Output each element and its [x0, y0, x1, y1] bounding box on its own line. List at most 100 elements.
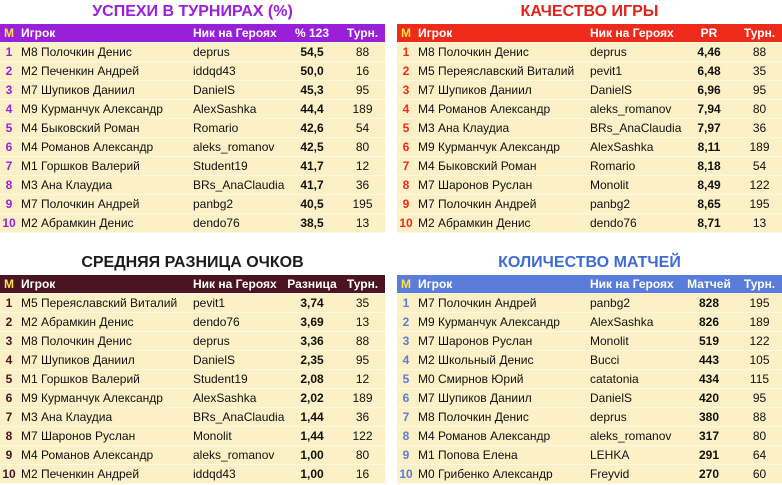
- tournaments-cell: 80: [355, 448, 370, 462]
- player-cell: М0 Смирнов Юрий: [418, 372, 524, 386]
- tournaments-cell: 95: [355, 83, 370, 97]
- value-cell: 3,74: [300, 296, 324, 310]
- header-cell: Ник на Героях: [193, 26, 277, 40]
- rank-cell: 6: [402, 140, 410, 154]
- rank-cell: 2: [402, 315, 410, 329]
- rank-cell: 1: [402, 296, 410, 310]
- value-cell: 2,35: [300, 353, 324, 367]
- nick-cell: aleks_romanov: [590, 429, 672, 443]
- rank-cell: 4: [402, 353, 410, 367]
- value-cell: 44,4: [300, 102, 324, 116]
- rank-cell: 9: [5, 197, 13, 211]
- table-row: 8 М3 Ана Клаудиа BRs_AnaClaudia 41,7 36: [0, 176, 385, 195]
- tournaments-cell: 122: [749, 178, 770, 192]
- tournaments-cell: 88: [355, 45, 370, 59]
- table-row: 8 М7 Шаронов Руслан Monolit 1,44 122: [0, 427, 385, 446]
- tournaments-cell: 115: [749, 372, 770, 386]
- value-cell: 42,5: [300, 140, 324, 154]
- table-row: 2 М9 Курманчук Александр AlexSashka 826 189: [397, 313, 782, 332]
- tournaments-cell: 13: [355, 216, 370, 230]
- value-cell: 8,11: [697, 140, 721, 154]
- nick-cell: dendo76: [590, 216, 637, 230]
- player-cell: М4 Романов Александр: [418, 102, 551, 116]
- rank-cell: 1: [5, 296, 13, 310]
- player-cell: М2 Печенкин Андрей: [21, 64, 140, 78]
- rank-cell: 7: [5, 159, 13, 173]
- table-row: 4 М4 Романов Александр aleks_romanov 7,94 80: [397, 100, 782, 119]
- tournaments-cell: 54: [752, 159, 767, 173]
- rank-cell: 3: [5, 83, 13, 97]
- nick-cell: aleks_romanov: [590, 102, 672, 116]
- table-row: 9 М7 Полочкин Андрей panbg2 8,65 195: [397, 195, 782, 214]
- value-cell: 270: [698, 467, 720, 481]
- nick-cell: iddqd43: [193, 467, 236, 481]
- tournaments-cell: 95: [752, 391, 767, 405]
- tournaments-cell: 12: [355, 372, 370, 386]
- nick-cell: AlexSashka: [193, 102, 257, 116]
- table-row: 6 М9 Курманчук Александр AlexSashka 8,11 189: [397, 138, 782, 157]
- player-cell: М7 Шупиков Даниил: [21, 83, 135, 97]
- table-row: 7 М3 Ана Клаудиа BRs_AnaClaudia 1,44 36: [0, 408, 385, 427]
- player-cell: М1 Попова Елена: [418, 448, 518, 462]
- tournaments-cell: 105: [749, 353, 770, 367]
- rank-cell: 8: [402, 178, 410, 192]
- nick-cell: DanielS: [590, 391, 633, 405]
- nick-cell: Student19: [193, 159, 248, 173]
- value-cell: 8,18: [697, 159, 721, 173]
- ranking-panel: УСПЕХИ В ТУРНИРАХ (%) М Игрок Ник на Героях…: [0, 0, 385, 233]
- tournaments-cell: 95: [355, 353, 370, 367]
- value-cell: 6,96: [697, 83, 721, 97]
- table-row: 6 М4 Романов Александр aleks_romanov 42,5 80: [0, 138, 385, 157]
- player-cell: М4 Романов Александр: [21, 448, 154, 462]
- player-cell: М4 Романов Александр: [21, 140, 154, 154]
- header-row: М Игрок Ник на Героях Разница Турн.: [0, 275, 385, 294]
- nick-cell: Bucci: [590, 353, 620, 367]
- tournaments-cell: 80: [355, 140, 370, 154]
- nick-cell: iddqd43: [193, 64, 236, 78]
- table-row: 5 М4 Быковский Роман Romario 42,6 54: [0, 119, 385, 138]
- player-cell: М8 Полочкин Денис: [418, 410, 529, 424]
- header-cell: Игрок: [21, 277, 56, 291]
- nick-cell: DanielS: [193, 353, 236, 367]
- rank-cell: 8: [402, 429, 410, 443]
- table-row: 4 М7 Шупиков Даниил DanielS 2,35 95: [0, 351, 385, 370]
- nick-cell: Romario: [590, 159, 636, 173]
- nick-cell: BRs_AnaClaudia: [590, 121, 682, 135]
- player-cell: М3 Ана Клаудиа: [418, 121, 510, 135]
- player-cell: М7 Шаронов Руслан: [418, 178, 533, 192]
- tournaments-cell: 80: [752, 102, 767, 116]
- tournaments-cell: 80: [752, 429, 767, 443]
- table-row: 3 М8 Полочкин Денис deprus 3,36 88: [0, 332, 385, 351]
- nick-cell: pevit1: [590, 64, 623, 78]
- tournaments-cell: 195: [749, 296, 770, 310]
- rank-cell: 2: [5, 64, 13, 78]
- header-cell: М: [401, 277, 411, 291]
- value-cell: 8,71: [697, 216, 721, 230]
- rank-cell: 5: [5, 372, 13, 386]
- tournaments-cell: 60: [752, 467, 767, 481]
- rank-cell: 8: [5, 178, 13, 192]
- player-cell: М4 Быковский Роман: [21, 121, 140, 135]
- nick-cell: Student19: [193, 372, 248, 386]
- player-cell: М9 Курманчук Александр: [21, 391, 163, 405]
- table-row: 3 М7 Шупиков Даниил DanielS 6,96 95: [397, 81, 782, 100]
- value-cell: 1,00: [300, 467, 324, 481]
- value-cell: 8,65: [697, 197, 721, 211]
- rank-cell: 5: [5, 121, 13, 135]
- rank-cell: 9: [402, 448, 410, 462]
- tournaments-cell: 195: [352, 197, 373, 211]
- player-cell: М9 Курманчук Александр: [21, 102, 163, 116]
- tournaments-cell: 189: [352, 102, 373, 116]
- nick-cell: pevit1: [193, 296, 226, 310]
- panel-title: КОЛИЧЕСТВО МАТЧЕЙ: [498, 254, 681, 271]
- rank-cell: 10: [399, 216, 413, 230]
- table-row: 7 М1 Горшков Валерий Student19 41,7 12: [0, 157, 385, 176]
- tournaments-cell: 88: [752, 410, 767, 424]
- value-cell: 380: [698, 410, 720, 424]
- nick-cell: Freyvid: [590, 467, 630, 481]
- tournaments-cell: 16: [355, 64, 370, 78]
- value-cell: 38,5: [300, 216, 324, 230]
- header-cell: Турн.: [346, 26, 379, 40]
- tournaments-cell: 189: [352, 391, 373, 405]
- tournaments-cell: 36: [355, 410, 370, 424]
